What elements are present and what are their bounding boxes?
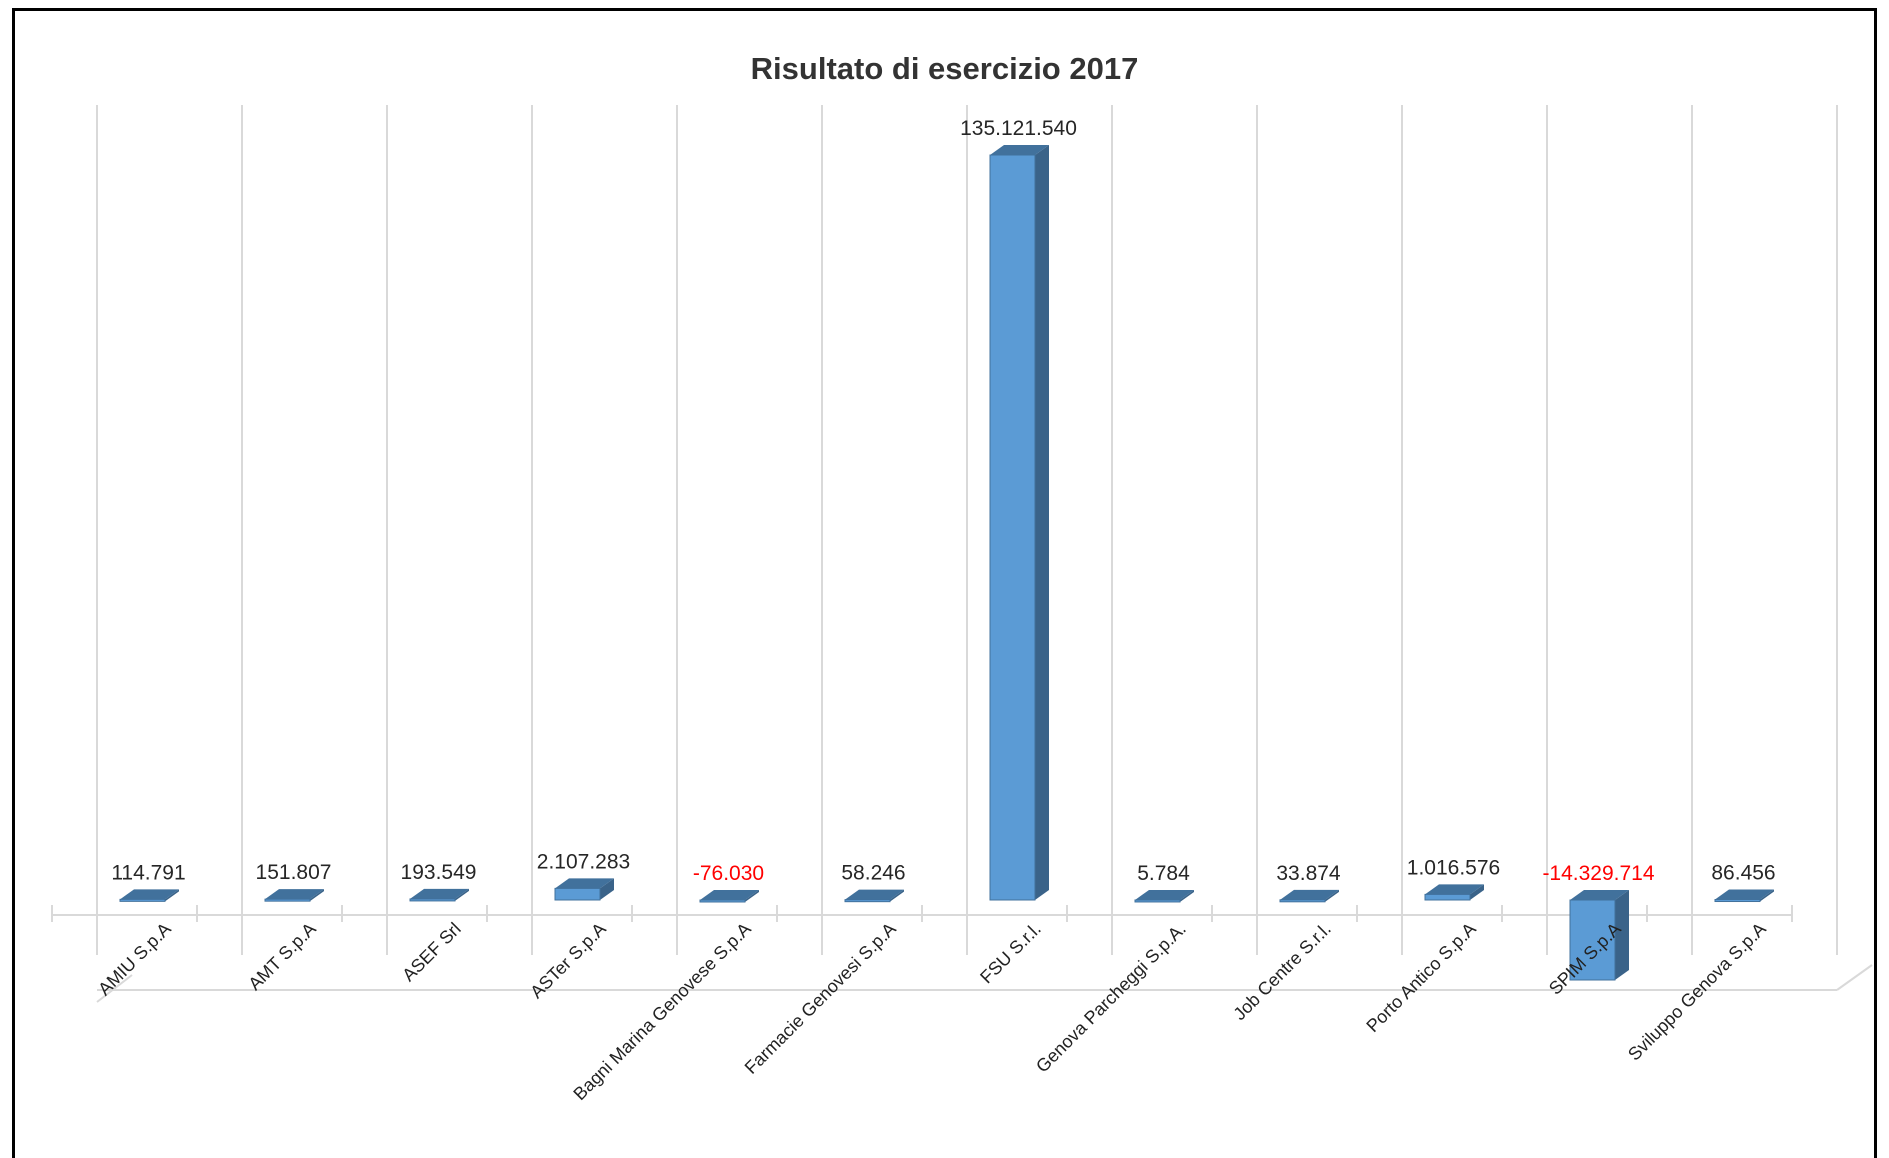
bar-top [410, 888, 469, 899]
bar [1424, 893, 1471, 901]
bar [1714, 899, 1761, 903]
data-label: 58.246 [841, 862, 905, 885]
bar-side [600, 878, 614, 900]
data-label: -76.030 [693, 862, 764, 885]
data-label: 193.549 [401, 861, 477, 884]
bar-side [1035, 145, 1049, 900]
category-label: ASEF Srl [398, 919, 464, 985]
bar [844, 899, 891, 903]
bar [1279, 899, 1326, 903]
bar-side [1470, 884, 1484, 900]
bar-top [1135, 889, 1194, 900]
data-label: 1.016.576 [1407, 856, 1500, 879]
data-label: -14.329.714 [1542, 862, 1654, 885]
bar-top [845, 889, 904, 900]
bar-side [1180, 889, 1194, 902]
category-label: Genova Parcheggi S.p.A. [1032, 919, 1190, 1077]
bar-top [265, 889, 324, 900]
bar-top [1715, 889, 1774, 900]
bar-side [165, 889, 179, 902]
bar [1134, 899, 1181, 903]
bar-side [890, 889, 904, 902]
bar [264, 898, 311, 902]
floor-side-edge [1836, 964, 1873, 991]
bar [409, 898, 456, 902]
category-label: Bagni Marina Genovese S.p.A [569, 919, 754, 1104]
category-label: AMT S.p.A [244, 919, 319, 994]
bar-side [745, 890, 759, 902]
bar [554, 887, 601, 901]
category-label: Farmacie Genovesi S.p.A [741, 919, 900, 1078]
bar-side [1760, 889, 1774, 902]
category-label: Sviluppo Genova S.p.A [1624, 919, 1770, 1065]
data-label: 151.807 [256, 861, 332, 884]
bar-side [1325, 889, 1339, 902]
floor-side-edge [96, 974, 133, 1003]
data-label: 5.784 [1137, 862, 1190, 885]
data-label: 114.791 [111, 861, 185, 884]
bar [119, 898, 166, 902]
bar-top [555, 878, 614, 889]
bar-top [700, 890, 759, 900]
chart-frame: Risultato di esercizio 2017 [12, 8, 1877, 1158]
data-label: 2.107.283 [537, 850, 630, 873]
data-label: 135.121.540 [960, 117, 1077, 140]
data-label: 33.874 [1276, 862, 1341, 885]
bar-side [1615, 890, 1629, 980]
bar-top [990, 145, 1049, 155]
bar [989, 154, 1036, 901]
bar-top [1570, 890, 1629, 900]
bar-top [1280, 889, 1339, 900]
bar [699, 899, 746, 903]
category-label: AMIU S.p.A [94, 919, 175, 1000]
bar-side [310, 889, 324, 902]
category-label: Job Centre S.r.l. [1229, 919, 1334, 1024]
category-label: Porto Antico S.p.A [1362, 919, 1479, 1036]
bar [1569, 899, 1616, 981]
data-label: 86.456 [1711, 862, 1775, 885]
chart-title: Risultato di esercizio 2017 [750, 51, 1139, 86]
bar-top [1425, 884, 1484, 895]
bar-side [455, 888, 469, 901]
bar-top [120, 889, 179, 900]
category-label: FSU S.r.l. [976, 919, 1045, 988]
